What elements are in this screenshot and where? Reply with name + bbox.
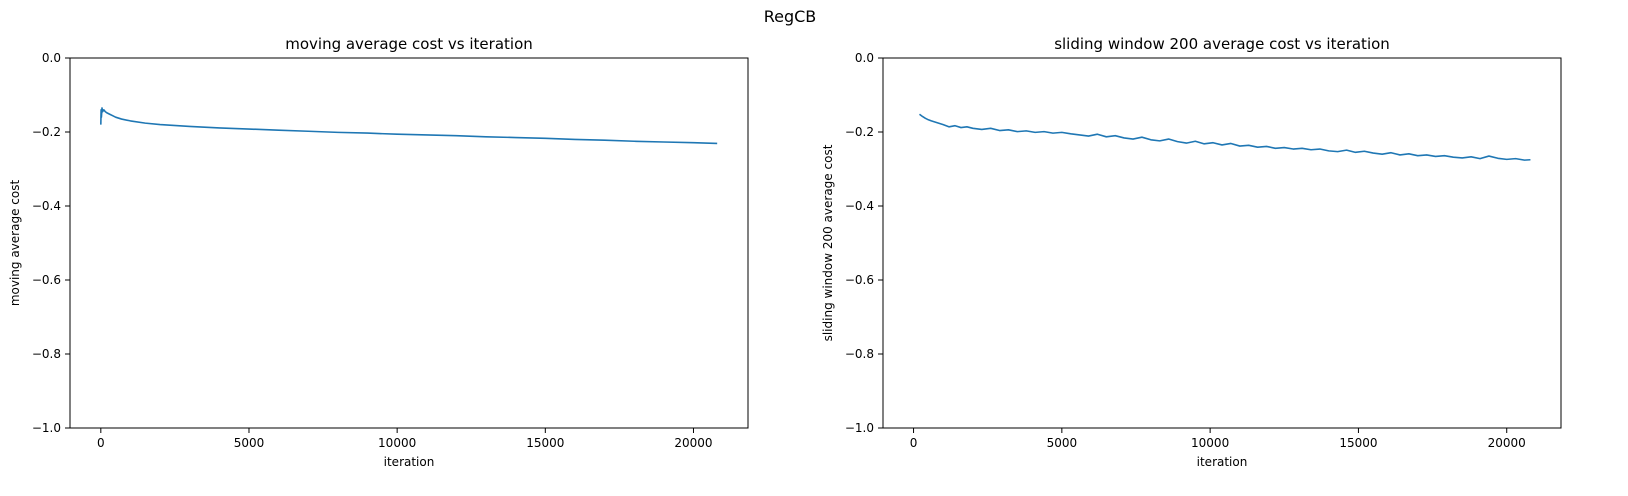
right-y-tick-label: −0.2 xyxy=(845,125,874,139)
left-y-tick-label: −0.6 xyxy=(32,273,61,287)
left-y-axis-label: moving average cost xyxy=(8,180,22,307)
left-series-line-0 xyxy=(100,107,718,145)
left-x-tick-label: 20000 xyxy=(674,436,712,450)
right-y-tick-label: −1.0 xyxy=(845,421,874,435)
left-x-axis-label: iteration xyxy=(384,455,435,469)
right-x-tick-label: 10000 xyxy=(1191,436,1229,450)
left-y-tick-label: −0.2 xyxy=(32,125,61,139)
right-y-tick-label: −0.8 xyxy=(845,347,874,361)
right-x-tick-label: 5000 xyxy=(1047,436,1078,450)
figure-suptitle: RegCB xyxy=(764,7,817,26)
left-chart-title: moving average cost vs iteration xyxy=(285,35,533,53)
right-x-tick-label: 20000 xyxy=(1488,436,1526,450)
right-chart-title: sliding window 200 average cost vs itera… xyxy=(1054,35,1390,53)
right-y-tick-label: 0.0 xyxy=(855,51,874,65)
left-y-tick-label: 0.0 xyxy=(42,51,61,65)
right-series-line-0 xyxy=(919,113,1531,161)
left-axes-frame xyxy=(69,57,749,429)
left-x-tick-label: 0 xyxy=(97,436,105,450)
right-chart-panel: 0 5000 10000 15000 20000 −1.0 −0.8 −0.6 −0.4 −0.2… xyxy=(821,35,1562,469)
left-x-tick-label: 5000 xyxy=(234,436,265,450)
right-y-tick-label: −0.4 xyxy=(845,199,874,213)
right-y-tick-label: −0.6 xyxy=(845,273,874,287)
right-axes-frame xyxy=(882,57,1562,429)
left-x-tick-label: 10000 xyxy=(378,436,416,450)
right-x-tick-label: 15000 xyxy=(1339,436,1377,450)
left-x-tick-label: 15000 xyxy=(526,436,564,450)
left-chart-panel: 0 5000 10000 15000 20000 −1.0 −0.8 −0.6 −0.4 −0.2… xyxy=(8,35,749,469)
left-y-tick-label: −0.8 xyxy=(32,347,61,361)
right-y-axis-label: sliding window 200 average cost xyxy=(821,144,835,341)
right-x-axis-label: iteration xyxy=(1197,455,1248,469)
left-y-tick-label: −1.0 xyxy=(32,421,61,435)
left-y-tick-label: −0.4 xyxy=(32,199,61,213)
right-x-tick-label: 0 xyxy=(910,436,918,450)
